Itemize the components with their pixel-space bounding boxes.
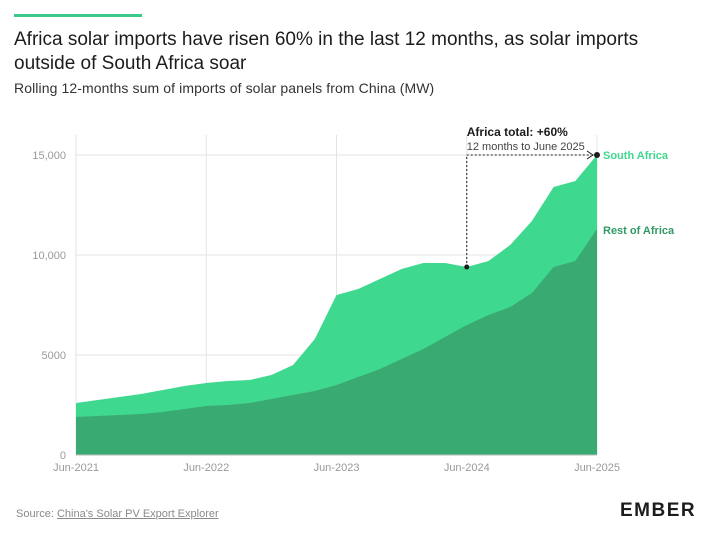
x-tick-label: Jun-2025 [574, 462, 620, 474]
annotation-arrowhead [586, 150, 594, 160]
annotation-start-dot [464, 264, 470, 270]
x-tick-label: Jun-2024 [444, 462, 490, 474]
annotation-end-dot [594, 152, 600, 158]
source-prefix: Source: [16, 508, 57, 520]
y-tick-label: 5000 [42, 350, 66, 362]
source-link[interactable]: China's Solar PV Export Explorer [56, 508, 219, 520]
y-tick-label: 15,000 [32, 150, 66, 162]
y-tick-label: 0 [60, 450, 66, 462]
x-tick-label: Jun-2023 [314, 462, 360, 474]
rest-of-africa-area [76, 229, 597, 455]
annotation-connector [466, 154, 591, 267]
top-accent-bar [14, 14, 142, 17]
x-tick-label: Jun-2021 [53, 462, 99, 474]
annotation-title: Africa total: +60% [467, 125, 568, 139]
chart-subtitle: Rolling 12-months sum of imports of sola… [14, 80, 435, 96]
series-label-rest-of-africa: Rest of Africa [603, 225, 675, 237]
series-label-south-africa: South Africa [603, 150, 669, 162]
y-tick-label: 10,000 [32, 250, 66, 262]
source-note: Source: China's Solar PV Export Explorer [16, 508, 219, 520]
chart-title: Africa solar imports have risen 60% in t… [14, 29, 639, 74]
annotation-subtitle: 12 months to June 2025 [467, 141, 585, 153]
ember-logo: EMBER [620, 500, 697, 521]
x-tick-label: Jun-2022 [183, 462, 229, 474]
